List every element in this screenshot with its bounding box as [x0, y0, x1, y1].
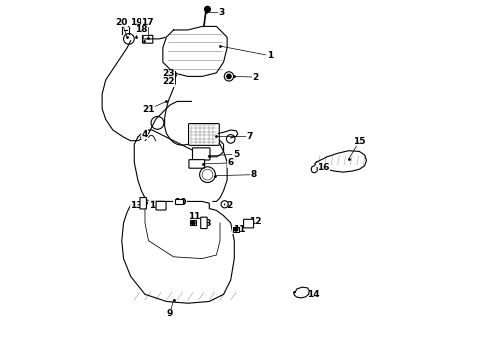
Circle shape [205, 6, 210, 12]
Text: 6: 6 [227, 158, 234, 167]
Text: 2: 2 [226, 201, 232, 210]
Text: 12: 12 [149, 201, 161, 210]
Bar [233, 227, 239, 232]
FancyBboxPatch shape [189, 159, 205, 168]
Text: 9: 9 [167, 310, 173, 319]
Text: 19: 19 [130, 18, 143, 27]
Polygon shape [294, 287, 309, 298]
Text: 11: 11 [188, 212, 200, 221]
Text: 20: 20 [116, 18, 128, 27]
Text: 21: 21 [142, 105, 155, 114]
Text: 7: 7 [246, 132, 253, 141]
FancyBboxPatch shape [189, 123, 220, 145]
Circle shape [234, 228, 238, 231]
Text: 2: 2 [252, 73, 259, 82]
Bar [190, 220, 196, 225]
Bar [175, 199, 183, 204]
FancyBboxPatch shape [143, 35, 153, 43]
Text: 23: 23 [162, 69, 174, 78]
Circle shape [227, 74, 231, 78]
Text: 12: 12 [249, 217, 262, 226]
Text: 18: 18 [135, 26, 147, 35]
Circle shape [192, 221, 195, 225]
Text: 13: 13 [199, 219, 212, 228]
Text: 14: 14 [307, 290, 319, 299]
Text: 4: 4 [141, 130, 147, 139]
FancyBboxPatch shape [244, 219, 253, 228]
Text: 11: 11 [233, 225, 245, 234]
Text: 16: 16 [317, 163, 329, 172]
FancyBboxPatch shape [140, 198, 147, 209]
Bar [168, 71, 174, 76]
Text: 1: 1 [267, 51, 273, 60]
Polygon shape [163, 26, 227, 76]
Text: 3: 3 [219, 8, 225, 17]
Text: 17: 17 [142, 18, 154, 27]
Text: 13: 13 [130, 201, 143, 210]
Text: 15: 15 [353, 137, 366, 146]
Polygon shape [315, 151, 367, 172]
FancyBboxPatch shape [156, 202, 166, 210]
Polygon shape [311, 166, 317, 173]
Text: 22: 22 [162, 77, 174, 86]
Text: 10: 10 [174, 198, 186, 207]
Polygon shape [122, 202, 234, 303]
FancyBboxPatch shape [201, 217, 207, 229]
Text: 8: 8 [251, 170, 257, 179]
Text: 5: 5 [233, 150, 239, 159]
FancyBboxPatch shape [193, 148, 210, 160]
